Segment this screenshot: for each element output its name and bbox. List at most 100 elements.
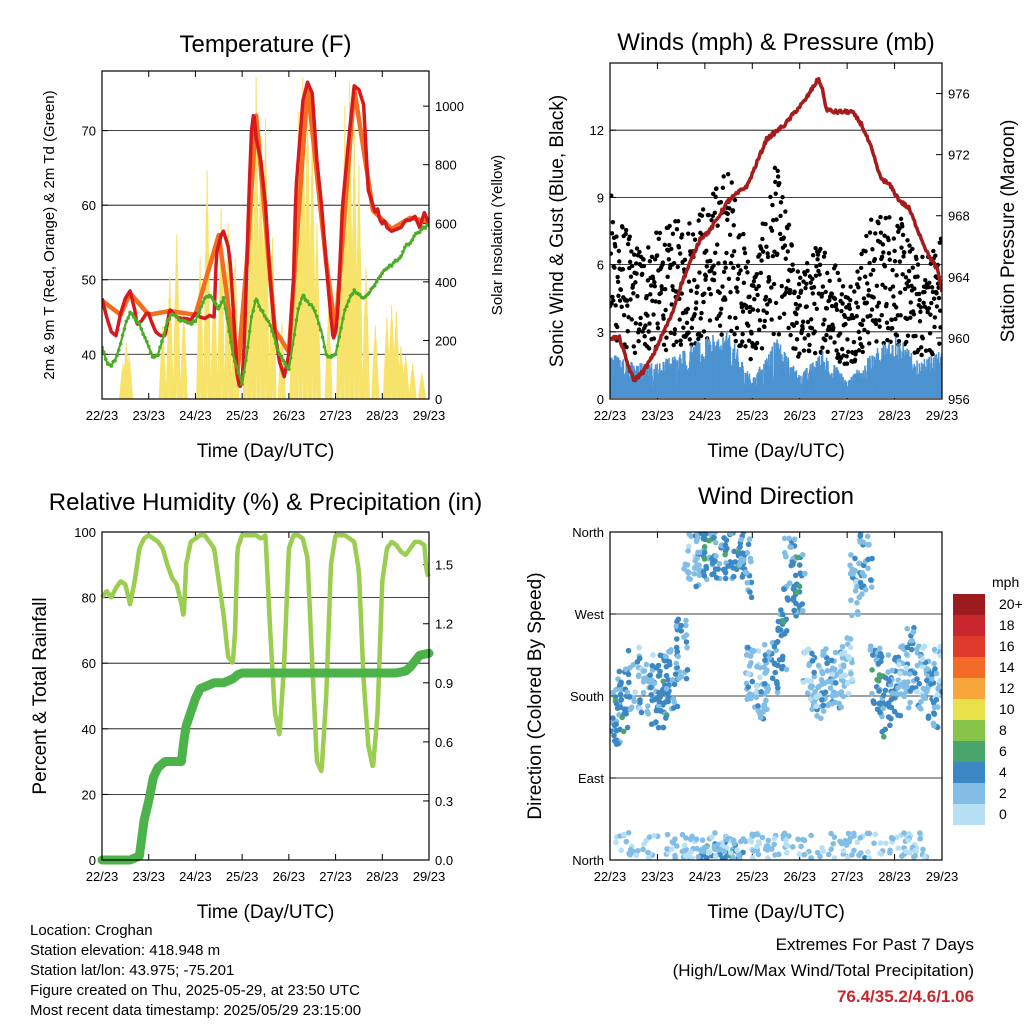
direction-point: [649, 663, 656, 669]
gust-point: [663, 307, 668, 313]
gust-point: [797, 351, 802, 356]
gust-point: [717, 323, 723, 328]
y-tick-label-right: 964: [948, 270, 970, 285]
y-tick-label-right: 960: [948, 331, 970, 346]
direction-point: [774, 689, 781, 696]
direction-point: [701, 544, 708, 550]
y-tick-label: 100: [74, 525, 96, 540]
gust-point: [848, 297, 853, 303]
gust-point: [883, 215, 888, 221]
gust-point: [623, 231, 628, 237]
gust-point: [741, 231, 746, 237]
direction-point: [673, 636, 680, 642]
direction-point: [912, 848, 918, 854]
direction-point: [801, 851, 807, 858]
direction-point: [852, 555, 858, 562]
direction-point: [796, 562, 803, 568]
gust-point: [898, 216, 904, 222]
direction-point: [819, 845, 825, 851]
direction-point: [920, 693, 926, 700]
gust-point: [716, 261, 721, 266]
x-tick-label: 24/23: [689, 869, 722, 884]
gust-point: [757, 318, 763, 323]
solar-spike: [127, 370, 134, 399]
direction-point: [626, 679, 632, 686]
dewpoint-point: [227, 329, 231, 334]
direction-point: [761, 702, 768, 708]
direction-point: [686, 543, 692, 550]
gust-point: [642, 334, 647, 339]
direction-point: [672, 852, 678, 859]
direction-point: [849, 612, 855, 619]
gust-point: [800, 326, 805, 331]
direction-point: [808, 855, 814, 860]
gust-point: [784, 286, 789, 291]
dewpoint-point: [316, 321, 321, 326]
gust-point: [927, 331, 933, 336]
dewpoint-point: [126, 316, 130, 320]
direction-point: [856, 560, 862, 567]
direction-point: [908, 646, 915, 653]
dewpoint-point: [245, 345, 250, 350]
gust-point: [856, 329, 861, 335]
direction-point: [722, 551, 728, 558]
direction-point: [713, 574, 720, 581]
x-axis-label: Time (Day/UTC): [197, 441, 335, 462]
gust-point: [931, 296, 937, 301]
x-tick-label: 28/23: [878, 869, 911, 884]
gust-point: [721, 174, 726, 179]
direction-point: [678, 673, 685, 680]
direction-point: [698, 532, 705, 537]
solar-spike: [314, 223, 320, 399]
dewpoint-point: [251, 309, 256, 313]
gust-point: [769, 317, 774, 322]
gust-point: [906, 278, 911, 284]
gust-point: [624, 298, 630, 303]
gust-point: [864, 300, 870, 305]
direction-point: [648, 684, 654, 691]
direction-point: [614, 705, 621, 711]
direction-point: [613, 686, 619, 693]
solar-spike: [394, 326, 400, 399]
direction-point: [684, 568, 691, 575]
gust-point: [906, 268, 912, 274]
direction-point: [662, 653, 669, 660]
gust-point: [612, 265, 617, 270]
gust-point: [734, 285, 739, 290]
direction-point: [918, 698, 924, 705]
gust-point: [786, 325, 791, 331]
direction-point: [682, 561, 689, 567]
dewpoint-point: [374, 280, 379, 284]
dewpoint-point: [309, 302, 314, 307]
direction-point: [828, 657, 835, 664]
gust-point: [690, 232, 696, 237]
direction-point: [880, 705, 886, 712]
y-tick-label: 0: [597, 392, 604, 407]
gust-point: [737, 233, 743, 238]
gust-point: [870, 247, 875, 252]
direction-point: [663, 663, 670, 670]
direction-point: [691, 570, 698, 577]
direction-point: [839, 643, 846, 650]
gust-point: [819, 291, 825, 297]
chart-title: Wind Direction: [698, 483, 854, 510]
direction-point: [745, 644, 751, 651]
direction-point: [783, 849, 790, 856]
dewpoint-point: [212, 299, 216, 304]
gust-point: [637, 249, 642, 255]
gust-point: [767, 299, 773, 304]
dewpoint-point: [410, 238, 414, 242]
direction-point: [640, 668, 647, 674]
gust-point: [829, 303, 835, 309]
gust-point: [900, 224, 905, 229]
direction-point: [827, 685, 834, 691]
gust-point: [758, 270, 763, 276]
y-tick-label: East: [578, 771, 604, 786]
direction-point: [748, 660, 754, 666]
gust-point: [640, 271, 645, 277]
gust-point: [785, 278, 791, 283]
direction-point: [730, 854, 736, 860]
gust-point: [641, 263, 647, 269]
direction-point: [796, 851, 803, 857]
gust-point: [872, 257, 878, 262]
